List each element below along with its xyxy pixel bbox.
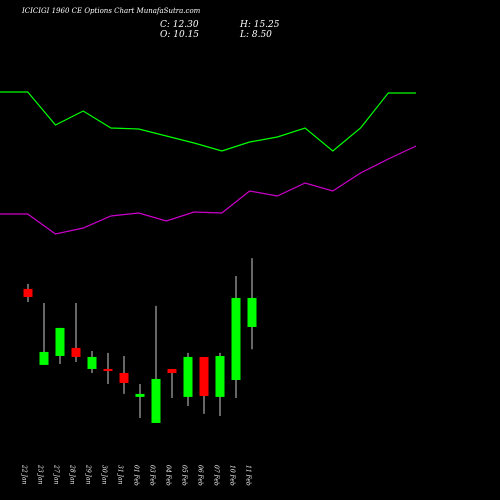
x-tick-label: 03 Feb [149,465,156,486]
band-line [0,145,417,235]
candle-body [215,356,225,397]
x-tick-label: 28 Jan [69,464,76,485]
x-tick-label: 04 Feb [165,465,172,486]
high-label: H: 15.25 [239,20,280,30]
low-label: L: 8.50 [239,30,272,40]
candle-body [23,288,33,298]
close-label: C: 12.30 [160,20,199,30]
candle-body [167,368,177,374]
candle-body [87,356,97,369]
band-line [0,91,416,152]
candle-body [39,351,49,365]
candle-body [71,347,81,357]
candle-body [199,356,209,396]
x-tick-label: 05 Feb [181,465,188,486]
candle-body [55,327,65,356]
x-tick-label: 07 Feb [213,465,220,486]
candle-body [183,356,193,397]
x-tick-label: 10 Feb [229,465,236,486]
candle-body [151,378,161,423]
x-tick-label: 06 Feb [197,465,204,486]
x-tick-label: 31 Jan [117,465,124,485]
chart-title: ICICIGI 1960 CE Options Chart MunafaSutr… [21,7,201,15]
x-tick-label: 11 Feb [245,465,252,486]
candle-body [119,373,129,383]
x-tick-label: 30 Jan [101,465,108,485]
x-tick-label: 22 Jan [21,464,28,485]
candle-body [103,368,113,371]
candle-body [231,297,241,381]
x-tick-label: 23 Jan [37,464,44,485]
x-tick-label: 27 Jan [53,464,60,485]
x-tick-label: 29 Jan [85,464,92,485]
candle-body [135,393,145,397]
candle-body [247,297,257,327]
x-tick-label: 01 Feb [133,465,140,486]
open-label: O: 10.15 [160,30,199,40]
